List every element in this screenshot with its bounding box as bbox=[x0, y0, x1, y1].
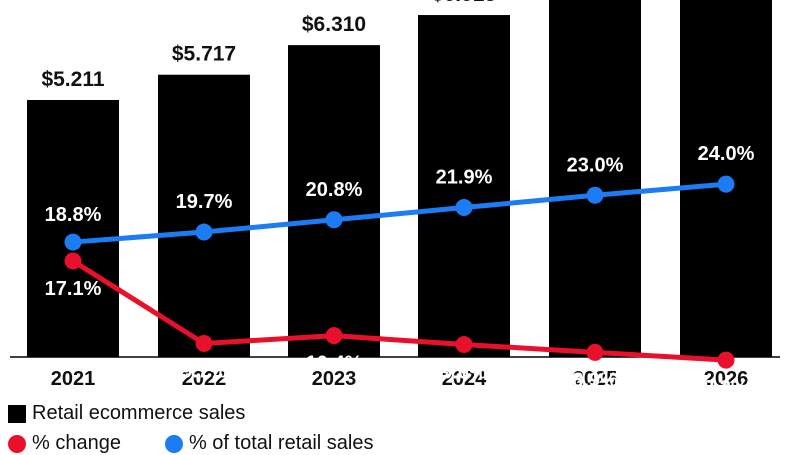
legend-swatch-red-dot bbox=[8, 434, 26, 453]
percent-change-label-2025: 8.9% bbox=[572, 369, 618, 391]
percent-change-point-2022 bbox=[195, 334, 213, 352]
percent-of-total-point-2025 bbox=[586, 186, 604, 204]
bar-label-2021: $5.211 bbox=[41, 68, 104, 91]
percent-of-total-line bbox=[70, 181, 729, 245]
percent-of-total-point-2022 bbox=[195, 223, 213, 241]
percent-of-total-point-2026 bbox=[717, 175, 735, 193]
x-tick-label-2023: 2023 bbox=[312, 368, 357, 390]
x-tick-label-2022: 2022 bbox=[182, 368, 227, 390]
percent-change-line bbox=[70, 258, 729, 363]
percent-change-label-2023: 10.4% bbox=[306, 353, 363, 375]
percent-of-total-label-2026: 24.0% bbox=[698, 143, 755, 165]
percent-of-total-label-2025: 23.0% bbox=[567, 154, 624, 176]
legend-swatch-bar bbox=[8, 404, 26, 423]
percent-of-total-point-2023 bbox=[325, 211, 343, 229]
legend-item-retail-ecommerce-sales: Retail ecommerce sales bbox=[8, 402, 245, 425]
x-tick-label-2025: 2025 bbox=[573, 368, 618, 390]
percent-of-total-point-2021 bbox=[64, 233, 82, 251]
percent-of-total-point-2024 bbox=[455, 199, 473, 217]
legend-label: Retail ecommerce sales bbox=[32, 402, 246, 424]
bar-2024 bbox=[418, 15, 510, 358]
bar-label-2024: $6.913 bbox=[432, 0, 496, 6]
legend-item-percent-of-total: % of total retail sales bbox=[164, 432, 374, 455]
bar-2022 bbox=[158, 74, 250, 357]
percent-change-point-2024 bbox=[455, 336, 473, 354]
percent-change-label-2026: 8.2% bbox=[703, 377, 749, 399]
x-tick-label-2021: 2021 bbox=[51, 368, 96, 390]
bar-label-2023: $6.310 bbox=[302, 13, 366, 36]
legend-row-1: Retail ecommerce sales bbox=[8, 402, 289, 425]
percent-change-point-2026 bbox=[717, 351, 735, 369]
bar-label-2022: $5.717 bbox=[172, 43, 236, 66]
percent-change-label-2022: 9.7% bbox=[181, 360, 227, 382]
chart: $5.211 $5.717 $6.310 $6.913 2021 2022 2023 2024… bbox=[10, 0, 780, 399]
legend-item-percent-change: % change bbox=[8, 432, 121, 455]
percent-of-total-label-2023: 20.8% bbox=[306, 179, 363, 201]
x-tick-label-2026: 2026 bbox=[704, 368, 749, 390]
bar-2025 bbox=[549, 0, 641, 357]
percent-of-total-label-2022: 19.7% bbox=[176, 191, 233, 213]
legend-label: % change bbox=[32, 432, 121, 454]
percent-change-point-2021 bbox=[64, 252, 82, 270]
bar-2023 bbox=[288, 45, 380, 357]
percent-change-point-2025 bbox=[586, 343, 604, 361]
bar-2021 bbox=[27, 99, 119, 357]
percent-change-label-2024: 9.6% bbox=[441, 362, 487, 384]
legend-label: % of total retail sales bbox=[188, 432, 374, 454]
percent-change-point-2023 bbox=[325, 327, 343, 345]
x-tick-label-2024: 2024 bbox=[442, 368, 487, 390]
legend-row-2: % change % of total retail sales bbox=[8, 432, 418, 455]
percent-change-label-2021: 17.1% bbox=[45, 278, 102, 300]
percent-of-total-label-2024: 21.9% bbox=[436, 167, 493, 189]
percent-of-total-label-2021: 18.8% bbox=[45, 204, 102, 226]
legend-swatch-blue-dot bbox=[164, 434, 183, 453]
